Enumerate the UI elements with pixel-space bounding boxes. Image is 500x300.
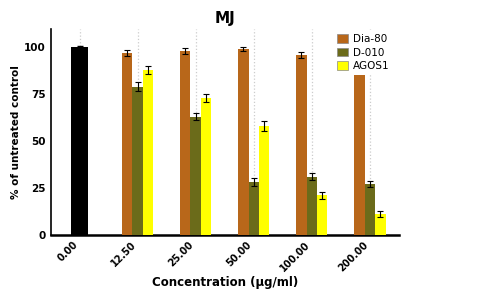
Bar — [354, 68, 364, 235]
Bar — [201, 98, 211, 235]
X-axis label: Concentration (μg/ml): Concentration (μg/ml) — [152, 276, 298, 289]
Y-axis label: % of untreated control: % of untreated control — [11, 65, 21, 199]
Bar — [180, 51, 190, 235]
Bar — [375, 214, 386, 235]
Bar — [306, 177, 317, 235]
Bar — [190, 117, 201, 235]
Bar — [71, 47, 88, 235]
Bar — [296, 55, 306, 235]
Bar — [248, 182, 259, 235]
Bar — [238, 49, 248, 235]
Bar — [317, 195, 328, 235]
Bar — [364, 184, 375, 235]
Bar — [259, 126, 270, 235]
Bar — [122, 53, 132, 235]
Legend: Dia-80, D-010, AGOS1: Dia-80, D-010, AGOS1 — [333, 30, 394, 75]
Bar — [132, 87, 143, 235]
Bar — [143, 70, 154, 235]
Title: MJ: MJ — [214, 11, 235, 26]
